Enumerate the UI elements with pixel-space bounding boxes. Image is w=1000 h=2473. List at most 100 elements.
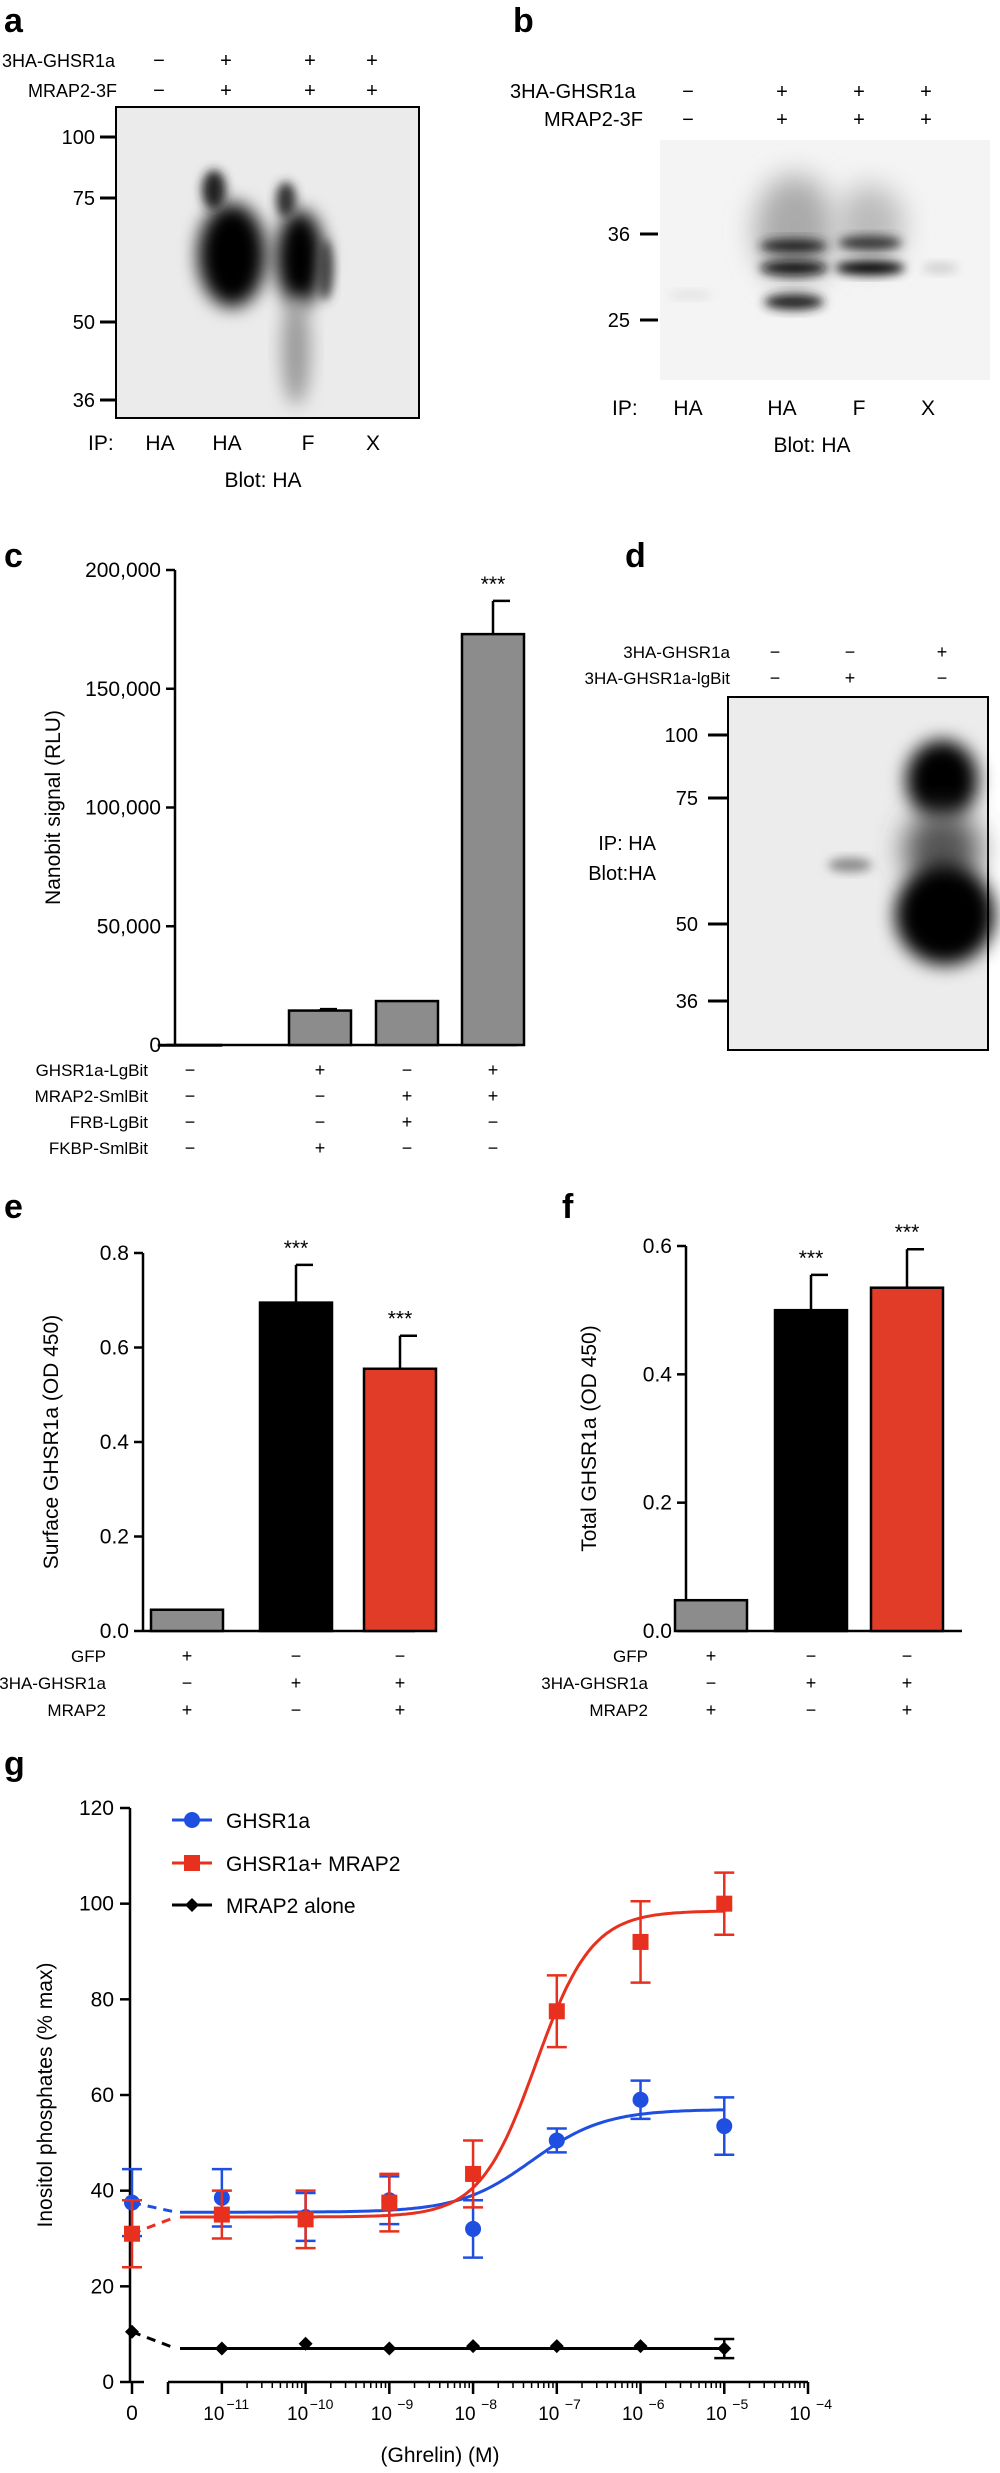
bar — [362, 1367, 438, 1633]
y-axis-label: Inositol phosphates (% max) — [34, 1963, 57, 2228]
condition-sign: − — [402, 1138, 413, 1158]
x-tick-exponent: −10 — [310, 2396, 334, 2412]
data-point — [213, 2206, 230, 2223]
panel-d-bands — [828, 740, 995, 965]
x-tick-exponent: −7 — [565, 2396, 581, 2412]
panel-d-marker-label: 50 — [676, 914, 698, 936]
condition-sign: − — [291, 1646, 302, 1666]
panel-d-letter: d — [625, 537, 646, 575]
data-point — [717, 2341, 732, 2356]
x-tick-label: 10 — [538, 2404, 559, 2425]
panel-a-marker-label: 36 — [73, 390, 95, 412]
panel-a-sign: − — [153, 50, 165, 72]
condition-sign: − — [488, 1112, 499, 1132]
x-tick-exponent: −4 — [816, 2396, 832, 2412]
panel-a-sign: + — [366, 80, 378, 102]
condition-sign: − — [185, 1086, 196, 1106]
data-point — [465, 2165, 482, 2182]
panel-b-sign: + — [920, 81, 932, 103]
bar — [374, 999, 440, 1047]
y-tick-label: 0 — [102, 2371, 114, 2394]
fit-curve-break — [131, 2330, 177, 2350]
panel-b-row-label-ghsr1a: 3HA-GHSR1a — [510, 81, 636, 103]
legend-label: GHSR1a+ MRAP2 — [226, 1853, 400, 1876]
y-tick-label: 20 — [91, 2275, 114, 2298]
data-point — [466, 2339, 481, 2354]
panel-a-ip-lane: F — [302, 432, 315, 455]
significance-label: *** — [895, 1221, 920, 1244]
condition-sign: + — [488, 1086, 499, 1106]
data-point — [548, 2003, 565, 2020]
data-point — [297, 2211, 314, 2228]
panel-b-marker-ticks — [640, 232, 658, 322]
data-point — [465, 2220, 482, 2237]
condition-sign: + — [395, 1700, 406, 1720]
y-tick-label: 0.2 — [100, 1526, 129, 1549]
panel-b-sign: − — [682, 81, 694, 103]
condition-sign: − — [902, 1646, 913, 1666]
x-tick-exponent: −9 — [397, 2396, 413, 2412]
panel-b-ip-lane: F — [853, 397, 866, 420]
y-tick-label: 40 — [91, 2180, 114, 2203]
condition-sign: + — [806, 1673, 817, 1693]
y-axis-label: Nanobit signal (RLU) — [42, 710, 65, 905]
significance-label: *** — [481, 573, 506, 596]
panel-d-row-label-ghsr1a: 3HA-GHSR1a — [623, 643, 730, 662]
x-tick-label: 0 — [126, 2402, 138, 2425]
y-axis-label: Surface GHSR1a (OD 450) — [40, 1315, 63, 1569]
condition-sign: − — [291, 1700, 302, 1720]
panel-b: b 3HA-GHSR1a MRAP2-3F − + + + − + + + 36… — [510, 2, 990, 457]
bar — [773, 1308, 849, 1633]
condition-sign: − — [185, 1060, 196, 1080]
bar — [460, 632, 526, 1047]
panel-a-sign: + — [220, 80, 232, 102]
y-tick-label: 0.8 — [100, 1242, 129, 1265]
panel-d-side-label-blot: Blot:HA — [588, 863, 656, 885]
condition-sign: − — [185, 1112, 196, 1132]
panel-a-blot-frame — [115, 106, 420, 419]
condition-sign: + — [706, 1700, 717, 1720]
panel-a-letter: a — [4, 2, 24, 40]
data-point — [632, 2091, 649, 2108]
condition-sign: + — [488, 1060, 499, 1080]
x-tick-label: 10 — [706, 2404, 727, 2425]
condition-label: 3HA-GHSR1a — [0, 1674, 107, 1693]
condition-sign: + — [902, 1700, 913, 1720]
panel-d-sign: + — [937, 642, 948, 662]
condition-sign: + — [182, 1700, 193, 1720]
data-point — [548, 2132, 565, 2149]
condition-sign: − — [402, 1060, 413, 1080]
panel-b-sign: + — [920, 109, 932, 131]
panel-b-sign: + — [853, 109, 865, 131]
panel-a-marker-ticks — [100, 135, 116, 402]
x-tick-label: 10 — [789, 2404, 810, 2425]
y-tick-label: 100,000 — [85, 797, 161, 820]
panel-b-sign: + — [776, 109, 788, 131]
condition-label: MRAP2 — [589, 1701, 648, 1720]
y-tick-label: 0.2 — [643, 1492, 672, 1515]
panel-d-side-label-ip: IP: HA — [598, 833, 656, 855]
panel-b-ip-lane: HA — [673, 397, 702, 420]
legend-marker — [184, 1812, 200, 1828]
condition-label: FKBP-SmlBit — [49, 1139, 148, 1158]
condition-sign: + — [315, 1138, 326, 1158]
data-point — [214, 2341, 229, 2356]
condition-sign: − — [395, 1646, 406, 1666]
significance-label: *** — [388, 1308, 413, 1331]
y-tick-label: 150,000 — [85, 678, 161, 701]
y-tick-label: 100 — [79, 1893, 114, 1916]
condition-label: GFP — [71, 1647, 106, 1666]
panel-e-letter: e — [4, 1188, 23, 1226]
data-point — [382, 2341, 397, 2356]
panel-a-marker-label: 75 — [73, 188, 95, 210]
panel-b-sign: + — [853, 81, 865, 103]
data-point — [716, 2118, 733, 2135]
condition-sign: + — [315, 1060, 326, 1080]
panel-b-row-label-mrap2: MRAP2-3F — [544, 109, 643, 131]
y-tick-label: 0.0 — [643, 1620, 672, 1643]
condition-sign: − — [706, 1673, 717, 1693]
data-point — [632, 1933, 649, 1950]
y-tick-label: 80 — [91, 1988, 114, 2011]
panel-d-marker-ticks — [708, 733, 728, 1003]
